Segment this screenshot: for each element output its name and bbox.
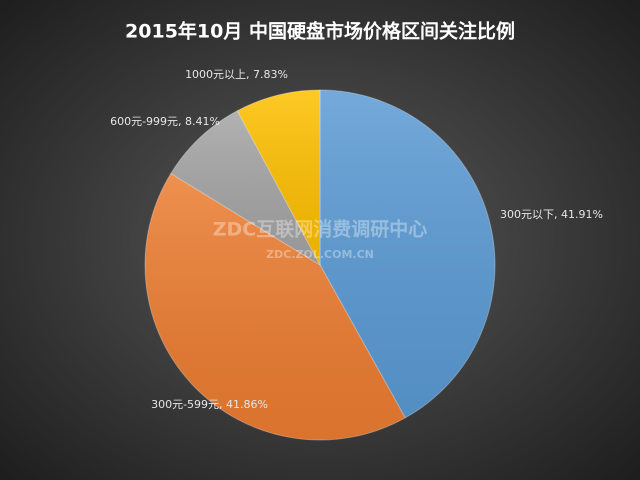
watermark-url: ZDC.ZOL.COM.CN: [266, 248, 374, 261]
chart-title: 2015年10月 中国硬盘市场价格区间关注比例: [125, 20, 515, 43]
data-label: 1000元以上, 7.83%: [185, 68, 288, 81]
data-label: 300元以下, 41.91%: [500, 208, 603, 221]
data-label: 600元-999元, 8.41%: [110, 115, 220, 128]
watermark: ZDC互联网消费调研中心: [213, 218, 428, 241]
data-label: 300元-599元, 41.86%: [151, 398, 268, 411]
pie: [144, 89, 496, 441]
